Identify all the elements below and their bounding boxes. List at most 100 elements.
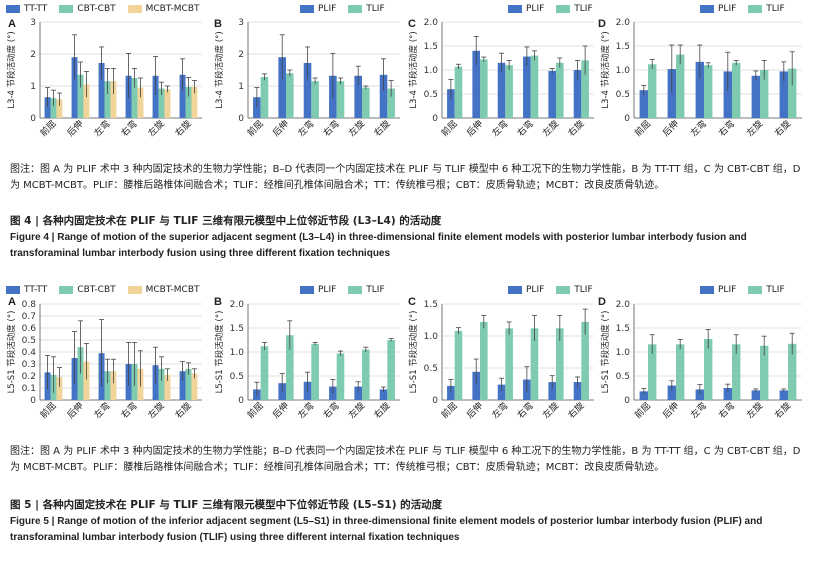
y-tick-label: 0.6 bbox=[22, 324, 37, 334]
legend-label: PLIF bbox=[318, 285, 337, 295]
x-tick-label: 后伸 bbox=[64, 118, 85, 139]
x-tick-label: 后伸 bbox=[270, 400, 291, 421]
bar bbox=[354, 386, 362, 400]
y-axis-label: L5-S1 节段活动度 (°) bbox=[408, 311, 419, 394]
y-axis-label: L3-4 节段活动度 (°) bbox=[408, 31, 419, 108]
bar bbox=[732, 62, 741, 118]
x-tick-label: 右弯 bbox=[515, 118, 536, 139]
y-tick-label: 0.1 bbox=[22, 384, 36, 394]
fig4-legend-c: PLIF TLIF bbox=[508, 4, 605, 14]
bar bbox=[77, 74, 84, 118]
legend-swatch-tt bbox=[6, 5, 20, 13]
chart-4b: 0 1 2 3 L3-4 节段活动度 (°) 前屈 后伸 左弯 右弯 左旋 右旋 bbox=[208, 14, 408, 160]
bar bbox=[311, 81, 319, 118]
x-tick-label: 右旋 bbox=[772, 118, 793, 139]
y-tick-label: 0 bbox=[238, 396, 244, 406]
y-tick-label: 0 bbox=[238, 114, 244, 124]
y-tick-label: 0 bbox=[30, 114, 36, 124]
y-tick-label: 0.8 bbox=[22, 300, 37, 310]
y-tick-label: 1.5 bbox=[616, 324, 630, 334]
x-tick-label: 前屈 bbox=[245, 400, 266, 421]
panel-label-5c: C bbox=[408, 296, 416, 308]
x-tick-label: 右旋 bbox=[772, 400, 793, 421]
bar bbox=[83, 361, 90, 400]
bar bbox=[480, 59, 488, 118]
bar bbox=[497, 62, 506, 118]
chart-4d: 0 0.5 1.0 1.5 2.0 L3-4 节段活动度 (°) 前屈 后伸 左弯 右弯 左旋 右旋 bbox=[594, 14, 810, 160]
legend-swatch-tlif bbox=[556, 286, 571, 294]
panel-label-5b: B bbox=[214, 296, 222, 308]
legend-swatch-plif bbox=[508, 286, 522, 294]
x-tick-label: 右弯 bbox=[716, 118, 737, 139]
x-tick-label: 后伸 bbox=[660, 118, 681, 139]
y-tick-label: 0.5 bbox=[230, 372, 244, 382]
y-tick-label: 1.5 bbox=[230, 324, 244, 334]
legend-swatch-plif bbox=[300, 5, 314, 13]
panel-label-4d: D bbox=[598, 18, 606, 30]
y-tick-label: 1.0 bbox=[424, 332, 439, 342]
fig5-legend-c: PLIF TLIF bbox=[508, 285, 605, 295]
legend-swatch-plif bbox=[700, 5, 714, 13]
chart-4a-svg: 0 1 2 3 L3-4 节段活动度 (°) 前屈 后伸 左弯 右弯 左旋 右旋 bbox=[6, 18, 202, 139]
bar bbox=[260, 77, 269, 118]
legend-label: TLIF bbox=[766, 285, 785, 295]
legend-label: PLIF bbox=[318, 4, 337, 14]
y-tick-label: 3 bbox=[238, 18, 244, 28]
y-tick-label: 0 bbox=[432, 396, 438, 406]
bar bbox=[523, 56, 531, 118]
bar bbox=[387, 340, 395, 400]
legend-label: TT-TT bbox=[24, 4, 48, 14]
x-tick-label: 右旋 bbox=[565, 118, 586, 139]
legend-label: MCBT-MCBT bbox=[145, 285, 200, 295]
legend-swatch-tlif bbox=[348, 5, 363, 13]
bar bbox=[98, 62, 105, 118]
x-tick-label: 左旋 bbox=[145, 118, 166, 139]
x-tick-label: 后伸 bbox=[464, 118, 485, 139]
y-tick-label: 0.5 bbox=[616, 90, 630, 100]
bar bbox=[260, 346, 269, 400]
bar bbox=[336, 353, 345, 400]
legend-label: PLIF bbox=[526, 285, 545, 295]
y-tick-label: 1.0 bbox=[230, 348, 245, 358]
legend-swatch-plif bbox=[508, 5, 522, 13]
chart-4c-svg: 0 0.5 1.0 1.5 2.0 L3-4 节段活动度 (°) 前屈 后伸 左弯 右弯 左旋 右旋 bbox=[408, 18, 594, 139]
y-tick-label: 2.0 bbox=[616, 18, 631, 28]
bar bbox=[639, 391, 648, 400]
legend-label: TLIF bbox=[366, 285, 385, 295]
bar bbox=[179, 74, 186, 118]
chart-5a: 0 0.1 0.2 0.3 0.4 0.5 0.6 0.7 0.8 L5-S1 节段活动度 (°)… bbox=[0, 296, 210, 442]
bar bbox=[676, 344, 685, 400]
legend-swatch-plif bbox=[300, 286, 314, 294]
bar bbox=[788, 68, 797, 118]
bar bbox=[303, 62, 312, 118]
bar bbox=[110, 371, 117, 400]
bar bbox=[311, 343, 319, 400]
bar bbox=[480, 321, 488, 400]
y-tick-label: 0 bbox=[432, 114, 438, 124]
bar bbox=[581, 60, 589, 118]
bar bbox=[723, 71, 732, 118]
y-tick-label: 2.0 bbox=[424, 18, 439, 28]
x-tick-label: 前屈 bbox=[439, 118, 460, 139]
x-tick-label: 右弯 bbox=[118, 400, 139, 421]
bar bbox=[704, 339, 713, 400]
bar bbox=[556, 62, 564, 118]
y-tick-label: 0.7 bbox=[22, 312, 36, 322]
bar bbox=[447, 385, 455, 400]
bar bbox=[454, 330, 463, 400]
bar bbox=[639, 90, 648, 118]
y-tick-label: 2.0 bbox=[616, 300, 631, 310]
bar bbox=[104, 81, 111, 118]
fig4-legend-a: TT-TT CBT-CBT MCBT-MCBT bbox=[6, 4, 212, 14]
bar bbox=[336, 81, 345, 118]
y-tick-label: 1.0 bbox=[616, 348, 631, 358]
fig5-note: 图注：图 A 为 PLIF 术中 3 种内固定技术的生物力学性能；B–D 代表同… bbox=[10, 446, 801, 473]
bar bbox=[723, 388, 732, 400]
x-tick-label: 右旋 bbox=[371, 118, 392, 139]
bar bbox=[548, 70, 556, 118]
y-tick-label: 1.5 bbox=[616, 42, 630, 52]
y-tick-label: 1.0 bbox=[616, 66, 631, 76]
x-tick-label: 左旋 bbox=[744, 118, 765, 139]
chart-4d-svg: 0 0.5 1.0 1.5 2.0 L3-4 节段活动度 (°) 前屈 后伸 左弯 右弯 左旋 右旋 bbox=[600, 18, 802, 139]
bar bbox=[137, 87, 144, 118]
